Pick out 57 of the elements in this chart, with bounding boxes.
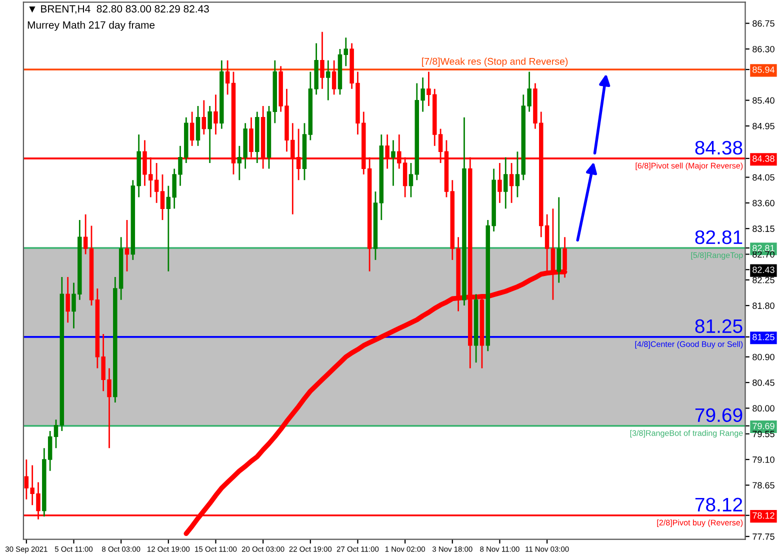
candlestick xyxy=(124,219,130,272)
candlestick xyxy=(509,162,514,204)
y-tick-label: 86.30 xyxy=(752,46,774,52)
y-tick-label: 81.25 xyxy=(752,334,774,340)
candlestick xyxy=(556,196,562,284)
candlestick xyxy=(344,36,348,67)
candlestick xyxy=(83,214,88,255)
annotation: 78.12 xyxy=(695,498,742,512)
y-tick-label: 80.00 xyxy=(752,405,774,412)
y-tick-label: 79.10 xyxy=(752,456,774,463)
annotation: 82.81 xyxy=(695,230,742,244)
candlestick xyxy=(320,31,324,90)
y-tick-label: 83.60 xyxy=(752,200,774,206)
ref-line-label: [7/8]Weak res (Stop and Reverse) xyxy=(422,58,568,67)
candlestick xyxy=(515,150,520,198)
ref-line-label: [2/8]Pivot buy (Reverse) xyxy=(657,520,743,528)
candlestick xyxy=(54,418,58,449)
candlestick xyxy=(498,162,502,204)
candlestick xyxy=(66,276,70,324)
annotation: 81.25 xyxy=(695,319,742,334)
y-tick-label: 82.81 xyxy=(752,244,774,252)
candlestick xyxy=(196,105,200,147)
y-tick-label: 84.05 xyxy=(752,174,774,181)
annotation: 79.69 xyxy=(695,408,742,422)
y-tick-label: 79.69 xyxy=(752,422,774,430)
y-tick-label: 78.12 xyxy=(752,512,774,519)
y-tick-label: 83.15 xyxy=(752,226,774,232)
ref-line-label: [5/8]RangeTop xyxy=(691,252,743,260)
candlestick xyxy=(391,140,396,187)
candlestick xyxy=(408,162,414,198)
chart-title: ▼ BRENT,H4 82.80 83.00 82.29 82.43 xyxy=(29,5,209,14)
ref-line-label: [4/8]Center (Good Buy or Sell) xyxy=(635,341,743,349)
y-tick-label: 82.25 xyxy=(752,276,774,284)
y-tick-label: 84.38 xyxy=(752,155,774,162)
candlestick xyxy=(202,100,206,136)
y-tick-label: 77.75 xyxy=(752,534,774,540)
candlestick xyxy=(214,94,218,136)
y-tick-label: 86.75 xyxy=(752,20,774,27)
y-tick-label: 85.94 xyxy=(752,66,775,73)
text: Murrey Math 217 day frame xyxy=(28,21,155,31)
ref-line-label: [3/8]RangeBot of trading Range xyxy=(630,430,743,438)
annotation: 84.38 xyxy=(695,140,742,155)
candlestick xyxy=(225,60,230,96)
candlestick xyxy=(160,174,165,221)
y-tick-label: 82.43 xyxy=(752,266,774,273)
candlestick xyxy=(504,156,508,210)
y-tick-label: 80.90 xyxy=(752,354,774,360)
candlestick xyxy=(332,60,336,96)
candlestick xyxy=(208,105,212,164)
y-tick-label: 81.80 xyxy=(752,302,774,309)
y-tick-label: 78.65 xyxy=(752,482,774,489)
y-tick-label: 80.45 xyxy=(752,379,774,386)
y-tick-label: 85.40 xyxy=(752,97,774,104)
candlestick xyxy=(190,111,194,147)
candlestick xyxy=(326,60,330,101)
y-tick-label: 84.95 xyxy=(752,122,774,130)
ref-line-label: [6/8]Pivot sell (Major Reverse) xyxy=(636,162,743,170)
